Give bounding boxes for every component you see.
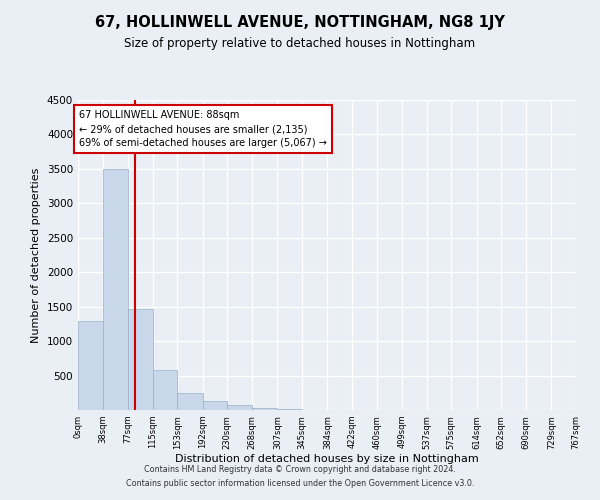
Text: Contains HM Land Registry data © Crown copyright and database right 2024.
Contai: Contains HM Land Registry data © Crown c…: [126, 466, 474, 487]
Bar: [78, 321, 103, 410]
Bar: [203, 400, 227, 410]
Bar: [252, 408, 277, 410]
X-axis label: Distribution of detached houses by size in Nottingham: Distribution of detached houses by size …: [175, 454, 479, 464]
Text: 67 HOLLINWELL AVENUE: 88sqm
← 29% of detached houses are smaller (2,135)
69% of : 67 HOLLINWELL AVENUE: 88sqm ← 29% of det…: [79, 110, 327, 148]
Bar: [128, 308, 152, 410]
Bar: [227, 405, 252, 410]
Bar: [103, 169, 128, 410]
Bar: [152, 370, 178, 410]
Text: Size of property relative to detached houses in Nottingham: Size of property relative to detached ho…: [124, 38, 476, 51]
Text: 67, HOLLINWELL AVENUE, NOTTINGHAM, NG8 1JY: 67, HOLLINWELL AVENUE, NOTTINGHAM, NG8 1…: [95, 15, 505, 30]
Bar: [178, 393, 203, 410]
Y-axis label: Number of detached properties: Number of detached properties: [31, 168, 41, 342]
